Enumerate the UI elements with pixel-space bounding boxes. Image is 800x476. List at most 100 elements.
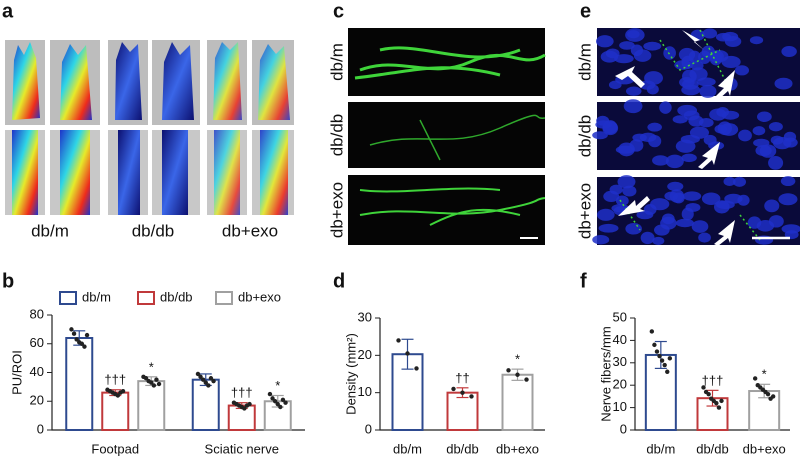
bar: [501, 373, 534, 432]
data-point: [283, 400, 288, 405]
y-tick-label: 20: [358, 347, 372, 362]
significance-label: ††: [455, 370, 469, 385]
nucleus: [678, 47, 696, 62]
nucleus: [757, 111, 772, 122]
data-point: [515, 372, 520, 377]
data-point: [154, 377, 159, 382]
data-point: [275, 401, 280, 407]
panel-letter: b: [2, 270, 14, 292]
bar: [101, 391, 130, 431]
data-point: [662, 362, 667, 368]
nucleus: [675, 139, 696, 153]
nucleus: [652, 155, 669, 166]
data-point: [79, 341, 85, 346]
nucleus: [622, 185, 637, 197]
y-axis-label: Density (mm²): [343, 333, 358, 415]
legend-swatch: [59, 291, 77, 305]
data-point: [657, 353, 662, 359]
data-point: [74, 337, 79, 342]
y-tick-label: 20: [613, 377, 627, 392]
data-point: [267, 391, 273, 397]
nucleus: [702, 28, 718, 39]
x-tick-label: db+exo: [496, 441, 539, 456]
data-point: [765, 391, 771, 397]
nucleus: [709, 51, 723, 66]
nucleus: [756, 220, 775, 232]
nucleus: [774, 77, 793, 90]
row-label: db/db: [575, 115, 594, 158]
nucleus: [608, 80, 622, 90]
panel-letter: c: [333, 0, 344, 22]
data-point: [71, 331, 77, 336]
nucleus: [723, 176, 736, 187]
data-point: [143, 376, 149, 381]
nucleus: [592, 234, 610, 245]
nucleus: [738, 129, 752, 142]
nucleus: [698, 232, 711, 243]
data-point: [156, 381, 162, 387]
nucleus: [627, 30, 640, 39]
nucleus: [643, 41, 662, 51]
nucleus: [596, 35, 614, 48]
image-label: db+exo: [222, 221, 278, 240]
y-axis-label: Nerve fibers/mm: [598, 326, 613, 421]
nucleus: [674, 60, 692, 70]
x-tick-label: db/db: [446, 441, 479, 456]
bar: [137, 380, 166, 431]
thermal-images: [5, 40, 294, 215]
y-tick-label: 30: [358, 309, 372, 324]
nucleus: [749, 36, 764, 45]
data-point: [247, 401, 252, 407]
nucleus: [596, 115, 610, 126]
nucleus: [652, 236, 665, 245]
data-point: [151, 383, 157, 388]
nucleus: [778, 193, 798, 206]
nucleus: [625, 222, 642, 235]
nucleus: [683, 110, 700, 121]
nucleus: [759, 144, 777, 158]
y-tick-label: 30: [613, 354, 627, 369]
nucleus: [664, 191, 679, 201]
nucleus: [618, 142, 635, 157]
data-point: [460, 390, 465, 395]
nucleus: [619, 41, 635, 50]
panel-letter: a: [2, 0, 14, 22]
data-point: [198, 374, 203, 380]
skin-images: [592, 28, 800, 246]
data-point: [203, 380, 208, 385]
nucleus: [659, 101, 672, 114]
nucleus: [681, 84, 701, 96]
row-label: db/m: [575, 43, 594, 81]
data-point: [82, 344, 87, 349]
data-point: [120, 388, 126, 394]
data-point: [69, 327, 74, 332]
significance-label: *: [149, 359, 154, 374]
legend-label: db+exo: [238, 289, 281, 304]
x-tick-label: Footpad: [91, 441, 139, 456]
nucleus: [699, 84, 717, 98]
significance-label: *: [275, 378, 280, 393]
nucleus: [682, 191, 702, 201]
nucleus: [698, 50, 712, 64]
data-point: [649, 329, 655, 334]
data-point: [270, 396, 275, 401]
nucleus: [715, 32, 732, 42]
data-point: [405, 351, 410, 356]
legend-label: db/db: [160, 289, 193, 304]
nucleus: [752, 126, 766, 136]
y-tick-label: 10: [358, 384, 372, 399]
nucleus: [615, 195, 629, 206]
nucleus: [660, 216, 677, 230]
bar: [65, 337, 94, 431]
nucleus: [672, 115, 688, 124]
charts: 0 20 40 60 80 PU/ROI Footpad ††† * Sciatic nerve †…: [9, 289, 790, 456]
nucleus: [768, 121, 783, 132]
data-point: [195, 371, 201, 377]
data-point: [524, 377, 529, 382]
nucleus: [768, 156, 784, 170]
y-tick-label: 40: [30, 364, 44, 379]
data-point: [242, 406, 247, 411]
data-point: [115, 393, 121, 398]
data-point: [719, 398, 724, 404]
nucleus: [780, 176, 796, 187]
